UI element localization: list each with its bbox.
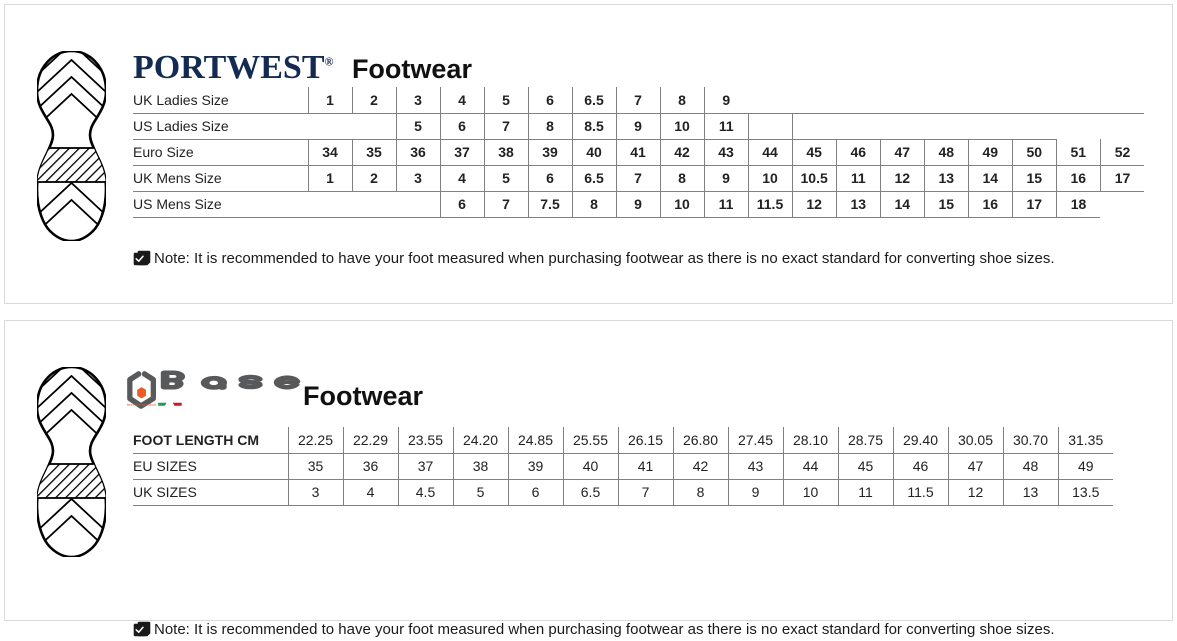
svg-text:feel the comfort: feel the comfort	[127, 402, 157, 407]
